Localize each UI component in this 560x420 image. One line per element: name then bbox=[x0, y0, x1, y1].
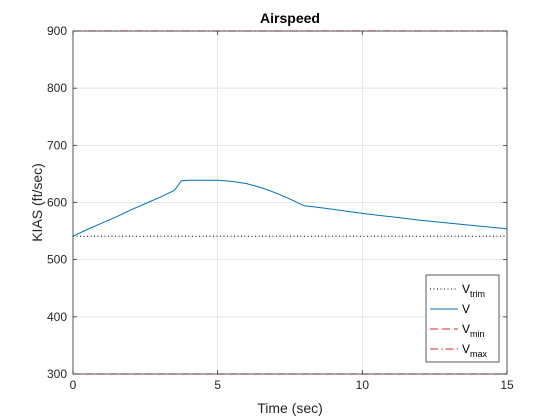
y-tick-label: 700 bbox=[47, 138, 67, 152]
chart-title: Airspeed bbox=[260, 10, 320, 26]
y-tick-label: 900 bbox=[47, 24, 67, 38]
y-tick-label: 800 bbox=[47, 81, 67, 95]
y-tick-label: 300 bbox=[47, 367, 67, 381]
y-tick-label: 500 bbox=[47, 253, 67, 267]
legend-entry: Vmax bbox=[462, 342, 488, 359]
legend-entry: Vmin bbox=[462, 322, 485, 339]
y-tick-label: 600 bbox=[47, 196, 67, 210]
ticks: 0 5 10 15 300 400 500 600 700 800 900 bbox=[47, 24, 514, 392]
series-line-v bbox=[72, 179, 508, 237]
x-axis-label: Time (sec) bbox=[257, 400, 323, 416]
x-tick-label: 5 bbox=[214, 378, 221, 392]
x-tick-label: 15 bbox=[500, 378, 514, 392]
y-axis-label: KIAS (ft/sec) bbox=[29, 163, 45, 242]
x-tick-label: 0 bbox=[70, 378, 77, 392]
x-tick-label: 10 bbox=[356, 378, 370, 392]
legend: Vtrim V Vmin Vmax bbox=[425, 274, 500, 363]
legend-entry: Vtrim bbox=[462, 282, 485, 299]
y-tick-label: 400 bbox=[47, 310, 67, 324]
legend-entry: V bbox=[462, 302, 470, 316]
legend-box bbox=[425, 274, 500, 363]
